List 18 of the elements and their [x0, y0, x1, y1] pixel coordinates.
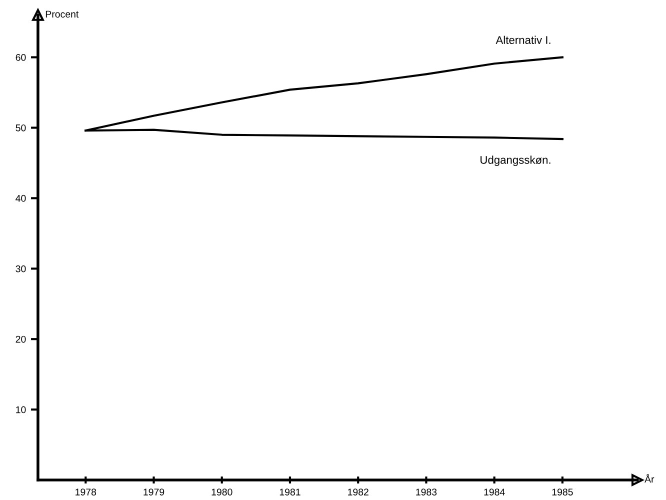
x-tick-label: 1979	[144, 488, 164, 496]
x-tick-label: 1978	[76, 488, 96, 496]
x-tick-label: 1982	[348, 488, 368, 496]
y-tick-label: 40	[16, 194, 26, 202]
y-tick-label: 50	[16, 124, 26, 132]
series-label: Udgangsskøn.	[480, 156, 550, 166]
y-tick-label: 60	[16, 54, 26, 61]
x-tick-label: 1985	[552, 488, 573, 496]
x-tick-label: 1980	[212, 488, 232, 496]
y-tick-label: 30	[16, 265, 26, 272]
y-axis-title: Procent	[46, 10, 79, 18]
x-tick-label: 1983	[416, 488, 437, 496]
y-tick-label: 10	[16, 406, 26, 414]
x-tick-label: 1981	[280, 488, 300, 496]
y-tick-label: 20	[16, 336, 26, 343]
x-tick-label: 1984	[484, 488, 505, 496]
series-label: Alternativ I.	[496, 36, 550, 44]
x-axis-title: År	[644, 474, 654, 483]
